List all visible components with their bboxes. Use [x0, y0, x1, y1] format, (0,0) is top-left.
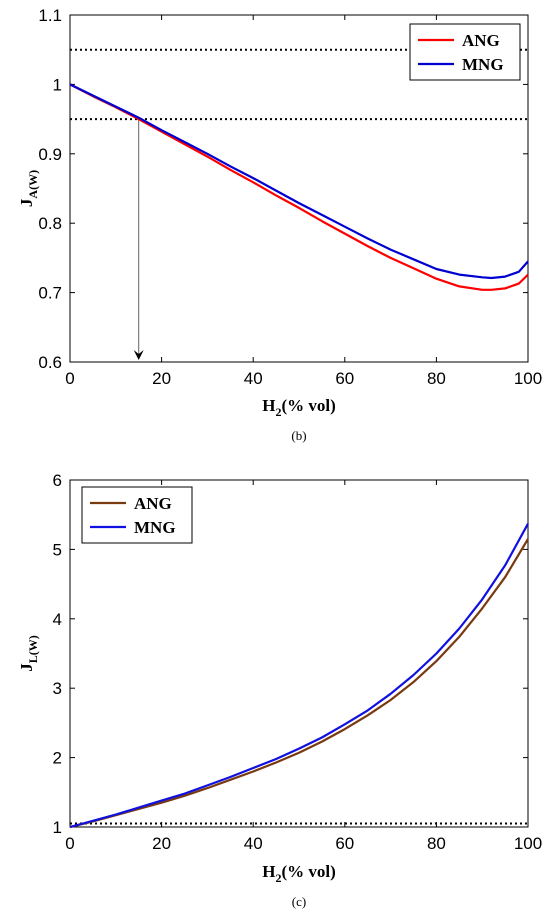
x-axis-title: H2(% vol): [262, 396, 336, 419]
series-line-mng: [69, 523, 529, 829]
x-tick-label: 20: [152, 369, 171, 388]
x-axis-title-main: H: [262, 396, 275, 415]
y-tick-label: 6: [53, 471, 62, 490]
y-tick-label: 0.9: [38, 145, 62, 164]
y-tick-label: 4: [53, 610, 62, 629]
legend-label-ang: ANG: [134, 494, 172, 513]
x-tick-label: 40: [244, 834, 263, 853]
chart-panel-0: 0 20 40 60 80 100 0.6 0.7 0.8 0.9 1 1.1 ANG MNG H2(% v…: [17, 6, 542, 443]
y-tick-label: 0.8: [38, 214, 62, 233]
x-tick-label: 40: [244, 369, 263, 388]
annotation-arrow-head: [133, 350, 144, 360]
x-tick-label: 80: [427, 834, 446, 853]
y-tick-label: 5: [53, 540, 62, 559]
x-axis-title-main: H: [262, 862, 275, 881]
y-tick-label: 1: [53, 818, 62, 837]
x-tick-label: 80: [427, 369, 446, 388]
y-axis-title: JL(W): [17, 635, 40, 672]
legend-label-mng: MNG: [134, 518, 176, 537]
legend-box: [409, 23, 521, 81]
legend-box: [81, 486, 193, 544]
y-tick-label: 3: [53, 679, 62, 698]
plot-frame: [69, 479, 529, 828]
y-tick-label: 1: [53, 75, 62, 94]
legend-label-ang: ANG: [462, 31, 500, 50]
x-tick-label: 60: [335, 369, 354, 388]
x-tick-label: 0: [65, 834, 74, 853]
x-axis-title-rest: (% vol): [281, 396, 335, 415]
panel-caption: (b): [291, 428, 306, 443]
y-axis-title-sub: L(W): [26, 635, 40, 663]
plot-frame: [69, 14, 529, 363]
x-axis-title-sub: 2: [275, 405, 281, 419]
x-axis-title-rest: (% vol): [281, 862, 335, 881]
legend-label-mng: MNG: [462, 55, 504, 74]
y-axis-title-sub: A(W): [26, 170, 40, 199]
x-tick-label: 60: [335, 834, 354, 853]
x-tick-label: 20: [152, 834, 171, 853]
y-axis-title-main: J: [17, 198, 36, 207]
x-tick-label: 0: [65, 369, 74, 388]
y-axis-title: JA(W): [17, 170, 40, 207]
y-axis-title-main: J: [17, 663, 36, 672]
series-line-ang: [69, 83, 529, 291]
panel-caption: (c): [292, 894, 306, 909]
y-tick-label: 1.1: [38, 6, 62, 25]
x-tick-label: 100: [514, 834, 542, 853]
legend: ANG MNG: [409, 23, 521, 81]
y-tick-label: 0.7: [38, 284, 62, 303]
x-axis-title: H2(% vol): [262, 862, 336, 885]
y-tick-label: 0.6: [38, 353, 62, 372]
legend: ANG MNG: [81, 486, 193, 544]
series-line-mng: [69, 83, 529, 280]
y-tick-label: 2: [53, 749, 62, 768]
x-tick-label: 100: [514, 369, 542, 388]
series-line-ang: [69, 538, 529, 829]
x-axis-title-sub: 2: [275, 871, 281, 885]
